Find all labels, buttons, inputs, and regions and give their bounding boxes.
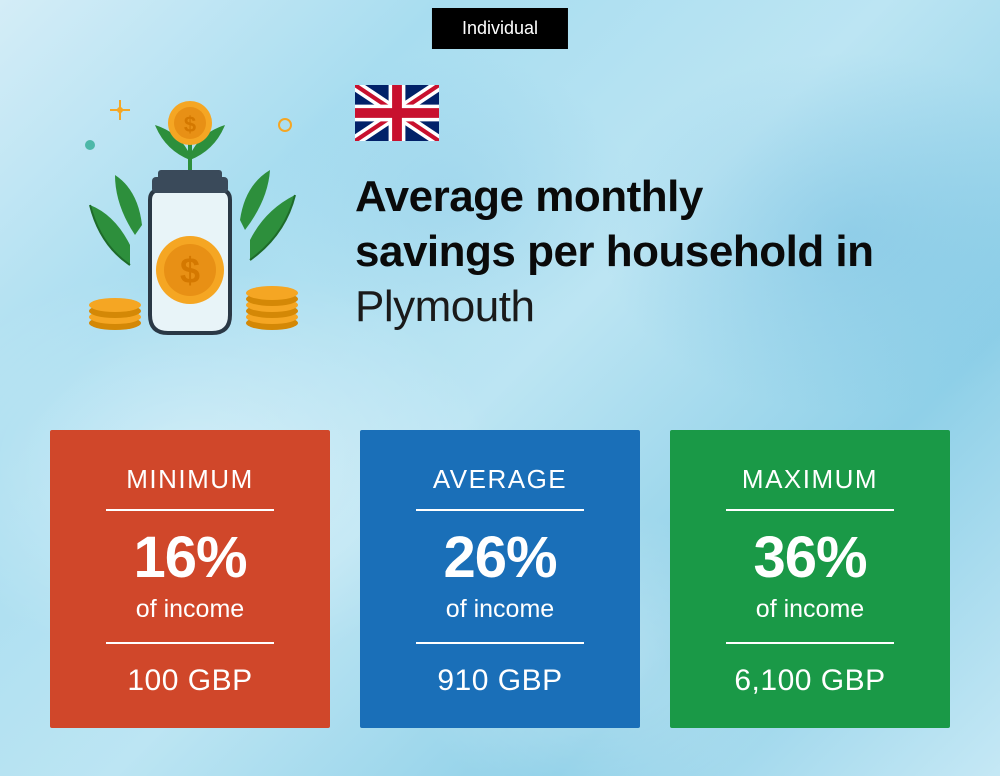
card-percent: 36% — [698, 529, 922, 587]
card-label: MINIMUM — [78, 464, 302, 495]
page-title: Average monthly savings per household in… — [355, 169, 950, 334]
stat-card-maximum: MAXIMUM 36% of income 6,100 GBP — [670, 430, 950, 728]
card-amount: 910 GBP — [388, 664, 612, 698]
card-label: AVERAGE — [388, 464, 612, 495]
svg-text:$: $ — [180, 250, 200, 291]
divider — [106, 509, 274, 511]
card-sublabel: of income — [78, 595, 302, 624]
uk-flag-icon — [355, 85, 439, 141]
card-label: MAXIMUM — [698, 464, 922, 495]
divider — [726, 642, 894, 644]
header-row: $ $ — [0, 85, 1000, 345]
divider — [106, 642, 274, 644]
divider — [416, 642, 584, 644]
title-column: Average monthly savings per household in… — [355, 85, 950, 334]
card-percent: 26% — [388, 529, 612, 587]
stat-card-average: AVERAGE 26% of income 910 GBP — [360, 430, 640, 728]
stat-card-minimum: MINIMUM 16% of income 100 GBP — [50, 430, 330, 728]
card-percent: 16% — [78, 529, 302, 587]
svg-text:$: $ — [184, 112, 196, 137]
title-line-1: Average monthly — [355, 172, 703, 221]
divider — [726, 509, 894, 511]
title-city: Plymouth — [355, 282, 534, 331]
category-badge: Individual — [432, 8, 568, 49]
card-sublabel: of income — [388, 595, 612, 624]
card-sublabel: of income — [698, 595, 922, 624]
title-line-2: savings per household in — [355, 227, 874, 276]
stat-cards-row: MINIMUM 16% of income 100 GBP AVERAGE 26… — [50, 430, 950, 728]
card-amount: 100 GBP — [78, 664, 302, 698]
card-amount: 6,100 GBP — [698, 664, 922, 698]
divider — [416, 509, 584, 511]
savings-jar-illustration: $ $ — [60, 85, 320, 345]
